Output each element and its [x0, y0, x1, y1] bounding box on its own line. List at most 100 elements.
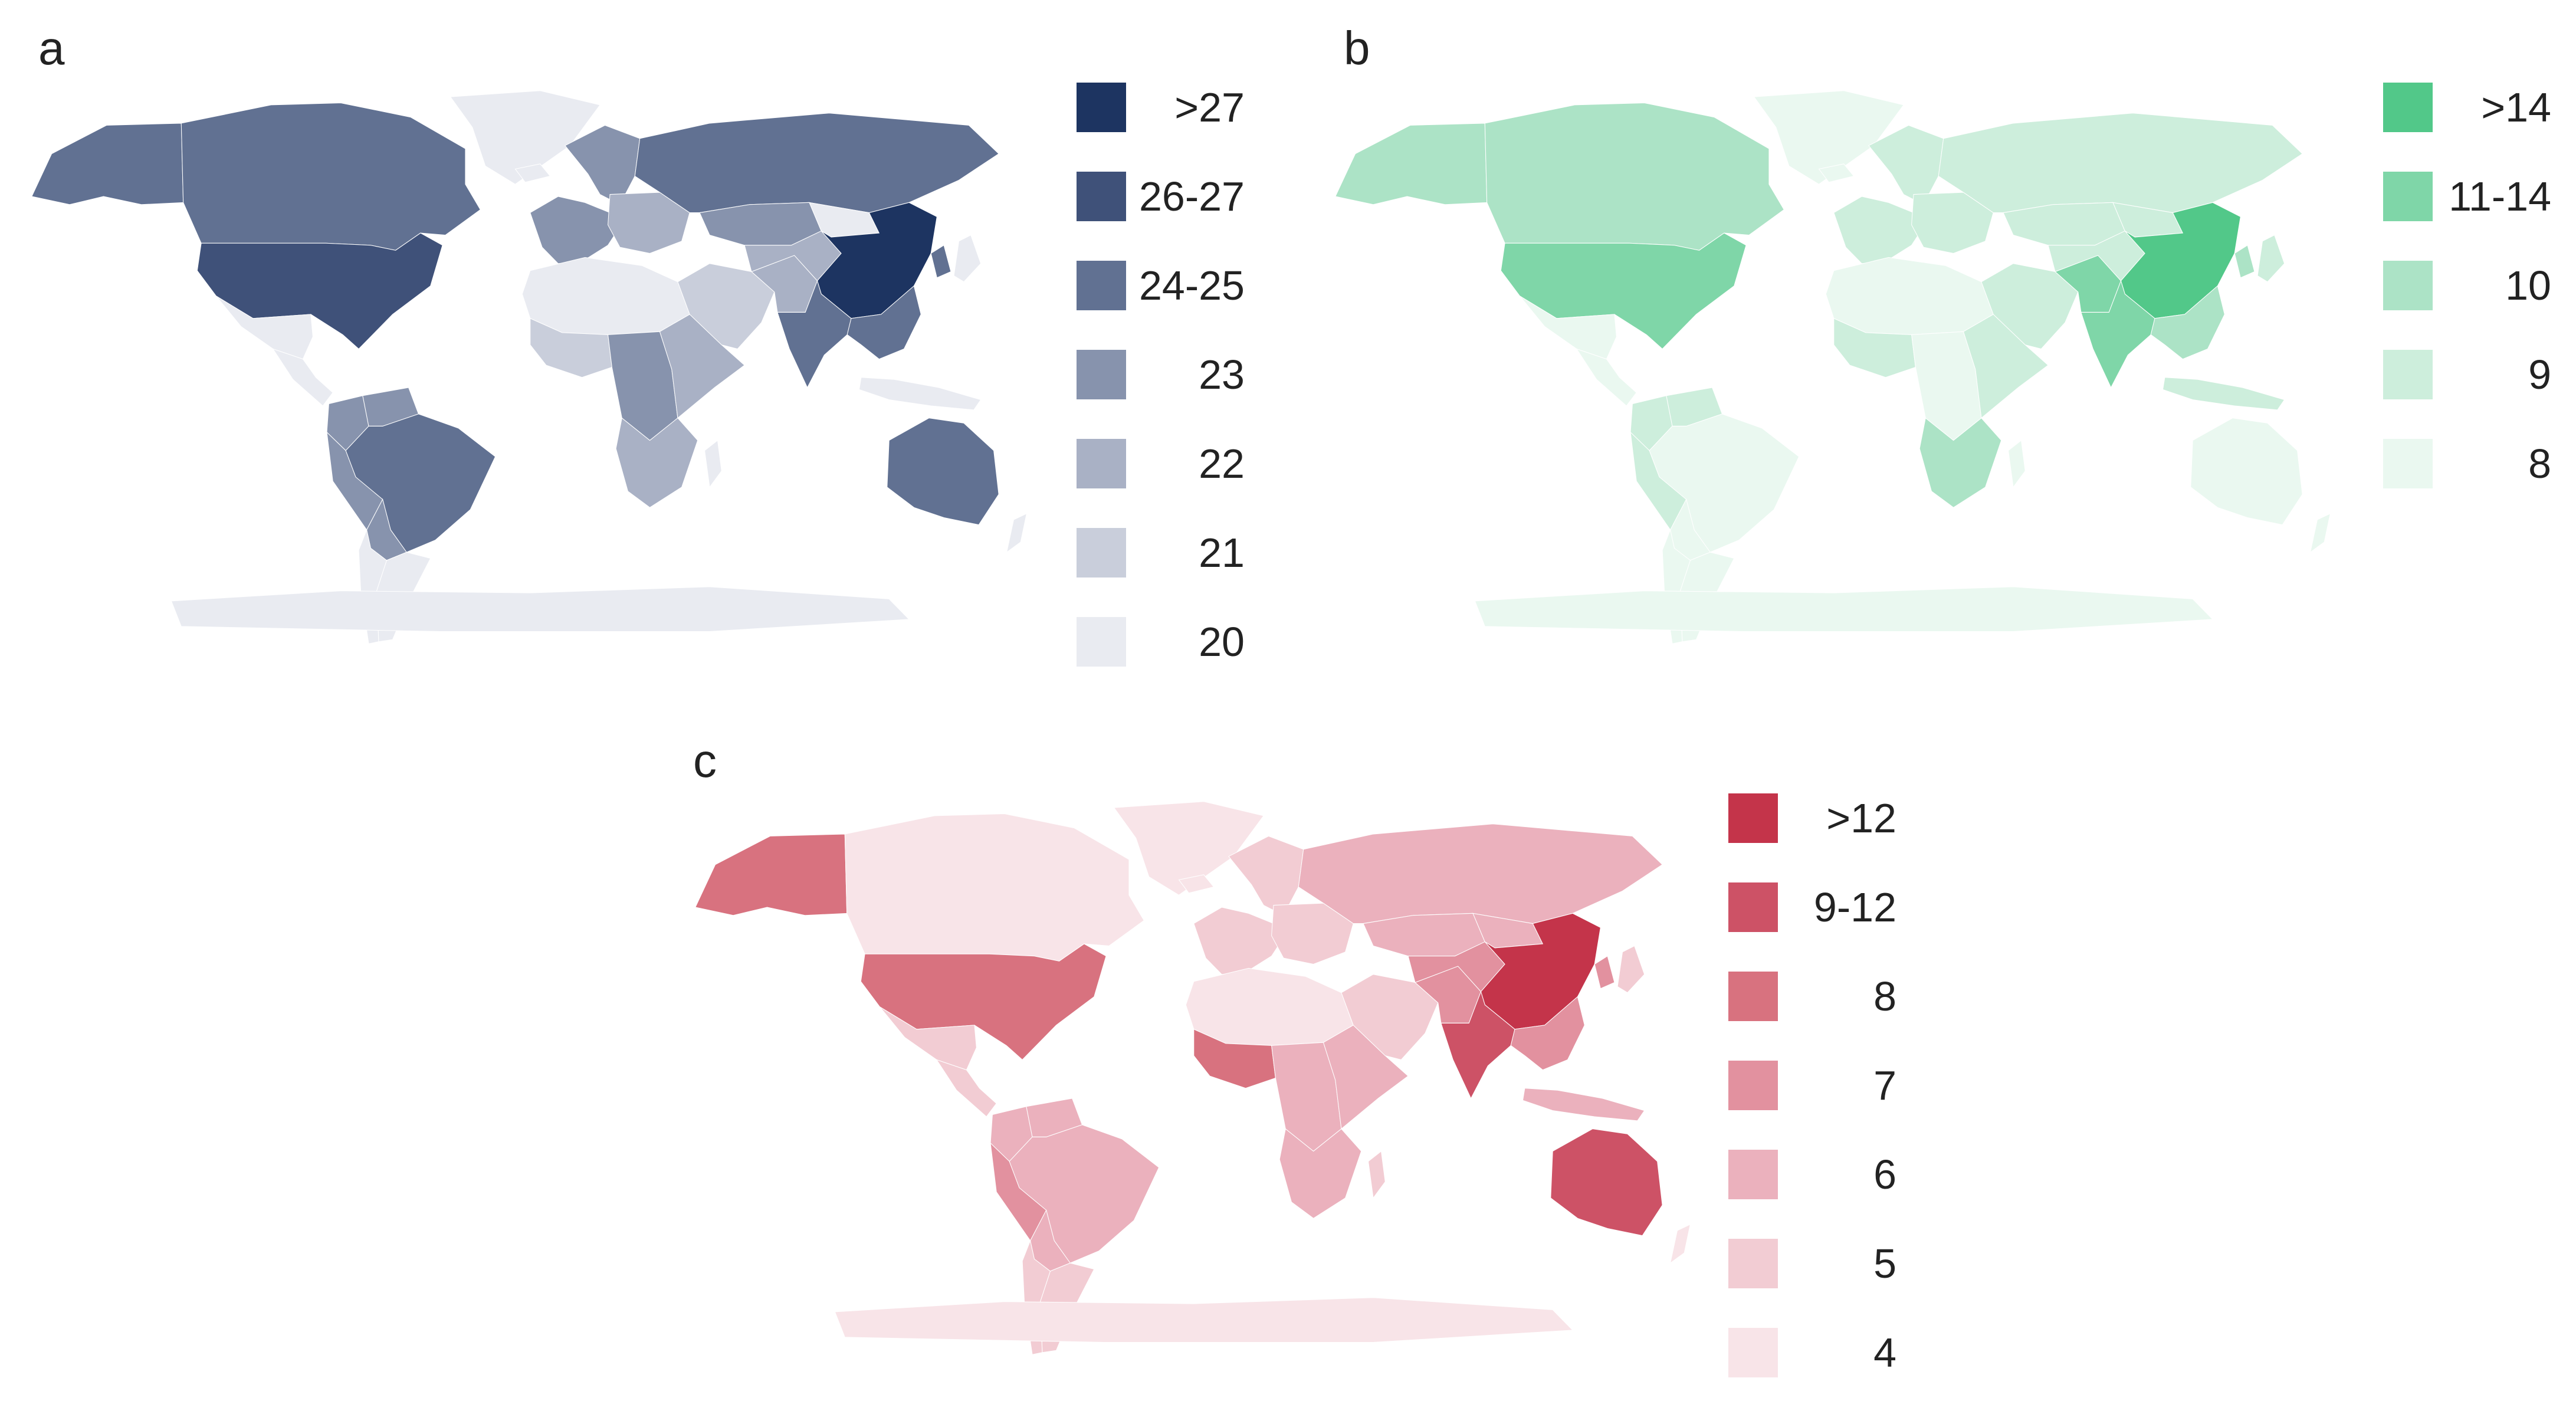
region-iceland: [514, 163, 551, 183]
legend-swatch: [1077, 172, 1126, 221]
region-madagascar: [704, 439, 722, 488]
legend-label: >27: [1174, 84, 1245, 130]
region-central-america: [1576, 348, 1637, 406]
legend-label: 9-12: [1813, 884, 1896, 930]
panel-letter: a: [38, 22, 65, 74]
region-southeast-asia: [846, 285, 921, 360]
legend-item: 26-27: [1077, 172, 1245, 225]
legend-item: >14: [2383, 83, 2551, 136]
legend-item: 10: [2383, 261, 2551, 314]
region-west-africa: [530, 317, 612, 378]
region-new-zealand: [1669, 1223, 1691, 1264]
region-iceland: [1818, 163, 1855, 183]
legend-swatch: [2383, 172, 2433, 221]
region-russia: [634, 113, 999, 214]
legend-item: 7: [1728, 1061, 1896, 1114]
legend-label: 8: [2528, 441, 2551, 487]
legend-label: 11-14: [2449, 173, 2551, 219]
region-iceland: [1178, 874, 1215, 894]
legend-label: 8: [1873, 973, 1896, 1019]
region-indonesia: [1522, 1088, 1645, 1121]
region-india: [2081, 280, 2155, 389]
region-japan: [1617, 945, 1645, 993]
region-korea: [1594, 955, 1615, 989]
region-usa: [1500, 232, 1747, 350]
region-southern-africa: [1919, 417, 2002, 508]
region-antarctica: [1474, 586, 2214, 632]
world-choropleth-map: [31, 90, 1028, 644]
legend-swatch: [2383, 350, 2433, 399]
legend-swatch: [1728, 1150, 1778, 1199]
region-west-africa: [1193, 1028, 1276, 1089]
legend-swatch: [1077, 439, 1126, 488]
legend-swatch: [1728, 1328, 1778, 1377]
legend-label: 26-27: [1138, 173, 1245, 219]
legend-label: 9: [2528, 352, 2551, 398]
region-alaska: [31, 123, 184, 205]
legend-item: 22: [1077, 439, 1245, 492]
legend-item: 9: [2383, 350, 2551, 403]
legend-swatch: [1728, 1239, 1778, 1288]
legend-swatch: [1728, 793, 1778, 843]
legend-swatch: [1728, 1061, 1778, 1110]
region-india: [777, 280, 852, 389]
region-middle-east: [1341, 974, 1439, 1061]
region-southern-africa: [1279, 1128, 1362, 1219]
region-brazil: [345, 414, 496, 553]
legend-item: 21: [1077, 528, 1245, 581]
legend-label: 24-25: [1138, 263, 1245, 309]
region-middle-east: [677, 263, 775, 350]
region-australia: [887, 418, 999, 526]
region-brazil: [1009, 1124, 1160, 1264]
world-choropleth-map: [695, 801, 1691, 1355]
legend-label: 23: [1199, 352, 1245, 398]
region-korea: [2234, 244, 2255, 278]
region-scandinavia: [1228, 835, 1304, 916]
region-brazil: [1649, 414, 1800, 553]
legend-item: 11-14: [2383, 172, 2551, 225]
legend-item: 5: [1728, 1239, 1896, 1292]
region-canada: [1484, 102, 1784, 251]
region-mexico: [880, 1006, 977, 1071]
legend-swatch: [1728, 882, 1778, 932]
legend-swatch: [1077, 528, 1126, 578]
legend-swatch: [1077, 617, 1126, 667]
region-australia: [1550, 1128, 1663, 1236]
region-new-zealand: [1006, 513, 1028, 553]
legend-label: 7: [1873, 1062, 1896, 1108]
region-scandinavia: [565, 124, 641, 205]
region-canada: [181, 102, 481, 251]
legend-item: 9-12: [1728, 882, 1896, 936]
legend-swatch: [1077, 83, 1126, 132]
region-southeast-asia: [1510, 996, 1585, 1071]
legend-item: 23: [1077, 350, 1245, 403]
legend-label: 6: [1873, 1151, 1896, 1197]
legend-label: >12: [1826, 795, 1896, 841]
region-korea: [930, 244, 951, 278]
region-western-europe: [530, 196, 621, 264]
region-australia: [2190, 418, 2303, 526]
legend-item: 24-25: [1077, 261, 1245, 314]
region-indonesia: [858, 377, 982, 411]
region-antarctica: [834, 1297, 1574, 1343]
region-west-africa: [1833, 317, 1916, 378]
legend-swatch: [1077, 350, 1126, 399]
legend-label: 22: [1199, 441, 1245, 487]
region-japan: [953, 234, 982, 283]
legend-item: 20: [1077, 617, 1245, 670]
region-madagascar: [2008, 439, 2026, 488]
region-greenland: [1753, 90, 1904, 185]
region-southeast-asia: [2150, 285, 2225, 360]
legend-swatch: [2383, 83, 2433, 132]
legend-item: 6: [1728, 1150, 1896, 1203]
legend-swatch: [1077, 261, 1126, 310]
panel-letter: c: [693, 734, 717, 787]
region-mexico: [1520, 296, 1617, 360]
legend-label: >14: [2481, 84, 2551, 130]
region-russia: [1298, 823, 1663, 924]
region-usa: [860, 943, 1107, 1061]
region-madagascar: [1368, 1150, 1386, 1199]
region-indonesia: [2162, 377, 2285, 411]
region-scandinavia: [1868, 124, 1944, 205]
legend-swatch: [1728, 972, 1778, 1021]
